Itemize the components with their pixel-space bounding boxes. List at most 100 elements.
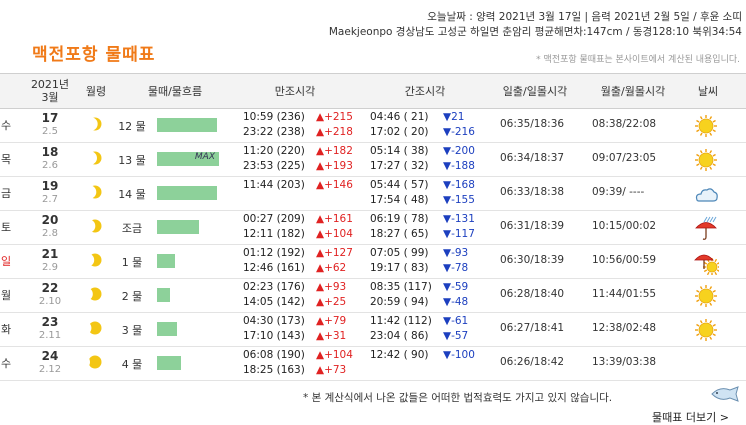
low-tide-diff: ▼-200 <box>443 145 475 157</box>
high-tide-time: 12:46 (161) <box>243 262 305 274</box>
lunar-date: 2.10 <box>38 296 62 307</box>
high-tide-diff: ▲+127 <box>316 247 353 259</box>
sunrise-sunset: 06:30/18:39 <box>500 254 565 266</box>
calc-note: * 맥전포항 물때표는 본사이트에서 계산된 내용입니다. <box>536 55 740 65</box>
tide-flow-bar <box>157 220 199 234</box>
tide-flow-bar <box>157 322 177 336</box>
tide-name: 14 물 <box>118 188 146 201</box>
high-tide-diff: ▲+161 <box>316 213 353 225</box>
lunar-date: 2.5 <box>42 126 58 137</box>
sunrise-sunset: 06:28/18:40 <box>500 288 565 300</box>
low-tide-time: 20:59 ( 94) <box>370 296 429 308</box>
low-tide-diff: ▼-131 <box>443 213 475 225</box>
high-tide-time: 18:25 (163) <box>243 364 305 376</box>
tide-row: 화 23 2.11 3 물 04:30 (173) ▲+79 17:10 (143) ▲+31… <box>0 312 746 347</box>
high-tide-diff: ▲+193 <box>316 160 353 172</box>
weekday-label: 수 <box>0 119 12 132</box>
low-tide-diff: ▼-168 <box>443 179 475 191</box>
sun-icon <box>695 115 717 137</box>
header-month: 3월 <box>41 91 59 104</box>
lunar-date: 2.6 <box>42 160 58 171</box>
weekday-label: 금 <box>0 187 12 200</box>
tide-flow-bar <box>157 118 217 132</box>
moonrise-moonset: 09:39/ ---- <box>592 186 645 198</box>
sun-icon <box>695 285 717 307</box>
high-tide-diff: ▲+215 <box>316 111 353 123</box>
low-tide-diff: ▼-57 <box>443 330 469 342</box>
moon-phase-icon <box>88 253 102 267</box>
tide-flow-max-label: MAX <box>194 152 215 162</box>
rain-umbrella-icon <box>695 216 717 240</box>
weekday-label: 일 <box>0 255 12 268</box>
high-tide-diff: ▲+104 <box>316 228 353 240</box>
high-tide-time: 23:53 (225) <box>243 160 305 172</box>
day-number: 20 <box>41 213 59 227</box>
low-tide-diff: ▼-61 <box>443 315 469 327</box>
low-tide-time: 06:19 ( 78) <box>370 213 429 225</box>
low-tide-diff: ▼-155 <box>443 194 475 206</box>
tide-row: 수 17 2.5 12 물 10:59 (236) ▲+215 23:22 (238) ▲+2… <box>0 108 746 143</box>
table-header: 2021년 3월 월령 물때/물흐름 만조시각 간조시각 일출/일몰시각 월출/… <box>0 73 746 109</box>
high-tide-time: 02:23 (176) <box>243 281 305 293</box>
low-tide-diff: ▼-188 <box>443 160 475 172</box>
low-tide-time: 17:02 ( 20) <box>370 126 429 138</box>
moonrise-moonset: 08:38/22:08 <box>592 118 657 130</box>
header-date: 2021년 3월 <box>20 74 80 108</box>
tide-name: 13 물 <box>118 154 146 167</box>
low-tide-diff: ▼-78 <box>443 262 469 274</box>
moonrise-moonset: 09:07/23:05 <box>592 152 657 164</box>
lunar-date: 2.12 <box>38 364 62 375</box>
high-tide-diff: ▲+146 <box>316 179 353 191</box>
more-tide-link[interactable]: 물때표 더보기 > <box>652 411 729 424</box>
sun-icon <box>695 149 717 171</box>
moonrise-moonset: 13:39/03:38 <box>592 356 657 368</box>
moon-phase-icon <box>88 185 102 199</box>
tide-flow-bar: MAX <box>157 152 219 166</box>
high-tide-time: 17:10 (143) <box>243 330 305 342</box>
tide-name: 조금 <box>121 222 143 235</box>
low-tide-time: 12:42 ( 90) <box>370 349 429 361</box>
high-tide-time: 11:44 (203) <box>243 179 305 191</box>
tide-row: 수 24 2.12 4 물 06:08 (190) ▲+104 18:25 (163) ▲+7… <box>0 346 746 381</box>
low-tide-time: 17:54 ( 48) <box>370 194 429 206</box>
high-tide-time: 12:11 (182) <box>243 228 305 240</box>
tide-flow-bar <box>157 186 217 200</box>
header-sun: 일출/일몰시각 <box>502 84 568 98</box>
lunar-date: 2.7 <box>42 194 58 205</box>
weekday-label: 수 <box>0 357 12 370</box>
moonrise-moonset: 11:44/01:55 <box>592 288 657 300</box>
high-tide-time: 04:30 (173) <box>243 315 305 327</box>
tide-name: 2 물 <box>121 290 143 303</box>
low-tide-time: 17:27 ( 32) <box>370 160 429 172</box>
tide-row: 토 20 2.8 조금 00:27 (209) ▲+161 12:11 (182) ▲+104… <box>0 210 746 245</box>
tide-flow-bar <box>157 288 170 302</box>
high-tide-time: 00:27 (209) <box>243 213 305 225</box>
lunar-date: 2.8 <box>42 228 58 239</box>
low-tide-time: 11:42 (112) <box>370 315 432 327</box>
day-number: 23 <box>41 315 59 329</box>
weekday-label: 월 <box>0 289 12 302</box>
day-number: 21 <box>41 247 59 261</box>
high-tide-diff: ▲+62 <box>316 262 347 274</box>
high-tide-diff: ▲+31 <box>316 330 347 342</box>
low-tide-diff: ▼-100 <box>443 349 475 361</box>
high-tide-diff: ▲+25 <box>316 296 347 308</box>
cloud-icon <box>695 188 718 202</box>
footer-note: * 본 계산식에서 나온 값들은 어떠한 법적효력도 가지고 있지 않습니다. <box>303 392 613 404</box>
high-tide-diff: ▲+93 <box>316 281 347 293</box>
high-tide-time: 14:05 (142) <box>243 296 305 308</box>
low-tide-time: 08:35 (117) <box>370 281 432 293</box>
high-tide-time: 10:59 (236) <box>243 111 305 123</box>
sunrise-sunset: 06:27/18:41 <box>500 322 565 334</box>
weekday-label: 토 <box>0 221 12 234</box>
fish-icon <box>711 386 739 402</box>
sun-icon <box>695 319 717 341</box>
header-moon: 월출/월몰시각 <box>600 84 666 98</box>
day-number: 19 <box>41 179 59 193</box>
date-info: 오늘날짜 : 양력 2021년 3월 17일 | 음력 2021년 2월 5일 … <box>329 10 742 40</box>
moonrise-moonset: 10:56/00:59 <box>592 254 657 266</box>
header-tide: 물때/물흐름 <box>147 84 203 98</box>
moonrise-moonset: 12:38/02:48 <box>592 322 657 334</box>
day-number: 18 <box>41 145 59 159</box>
low-tide-time: 05:44 ( 57) <box>370 179 429 191</box>
